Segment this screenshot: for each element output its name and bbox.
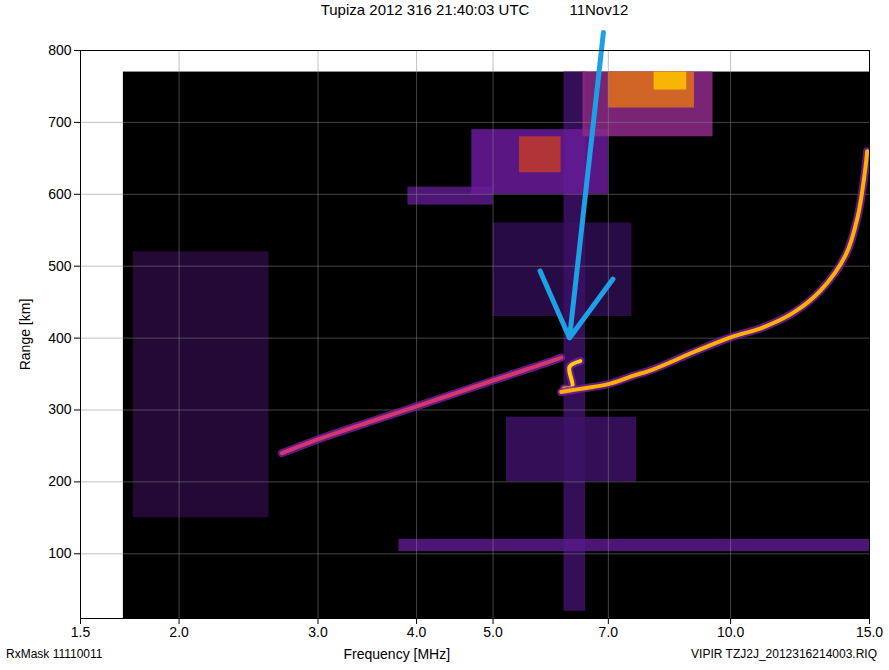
html-text:Tupiza 2012 316 21:40:03 UTC: Tupiza 2012 316 21:40:03 UTC [320, 1, 530, 18]
svg-text:200: 200 [48, 473, 72, 489]
svg-text:500: 500 [48, 258, 72, 274]
svg-text:400: 400 [48, 330, 72, 346]
html-text:11Nov12: 11Nov12 [569, 1, 629, 18]
svg-text:100: 100 [48, 545, 72, 561]
svg-text:5.0: 5.0 [483, 624, 503, 640]
svg-text:300: 300 [48, 401, 72, 417]
svg-text:800: 800 [48, 42, 72, 58]
svg-text:700: 700 [48, 114, 72, 130]
svg-text:7.0: 7.0 [599, 624, 619, 640]
svg-text:Range [km]: Range [km] [17, 299, 33, 371]
svg-text:2.0: 2.0 [169, 624, 189, 640]
svg-text:4.0: 4.0 [407, 624, 427, 640]
svg-text:15.0: 15.0 [856, 624, 883, 640]
html-text:Frequency [MHz]: Frequency [MHz] [343, 646, 451, 662]
svg-text:10.0: 10.0 [717, 624, 744, 640]
html-text:RxMask 11110011: RxMask 11110011 [6, 647, 103, 661]
svg-text:600: 600 [48, 186, 72, 202]
svg-text:3.0: 3.0 [308, 624, 328, 640]
svg-text:1.5: 1.5 [71, 624, 91, 640]
html-text:VIPIR TZJ2J_2012316214003.RIQ: VIPIR TZJ2J_2012316214003.RIQ [691, 647, 877, 661]
